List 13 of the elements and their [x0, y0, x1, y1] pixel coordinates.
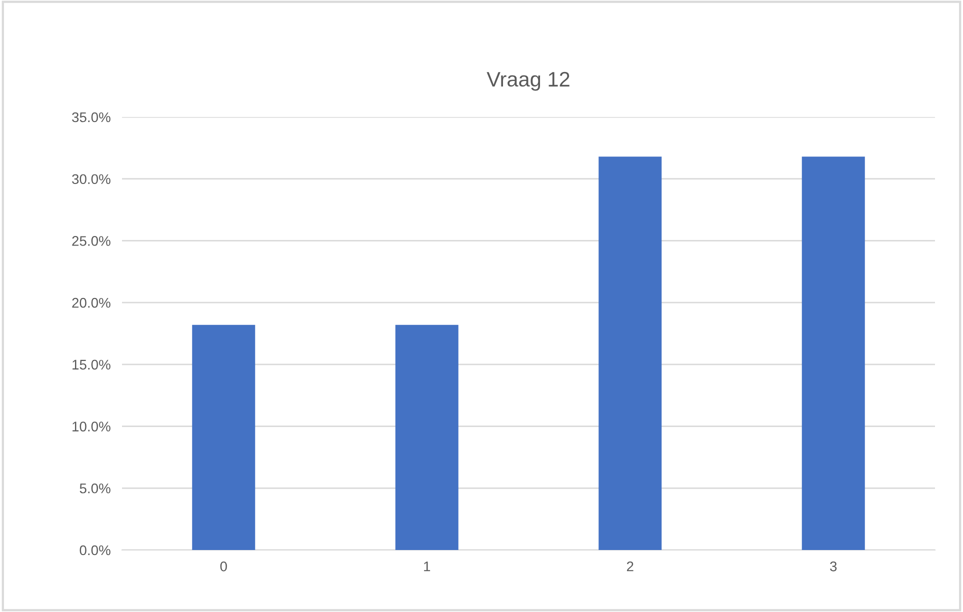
y-tick-label: 30.0%	[72, 174, 110, 184]
x-tick-label: 0	[220, 561, 227, 572]
y-tick-label: 5.0%	[80, 483, 110, 494]
y-tick-label: 25.0%	[72, 236, 110, 246]
chart-title: Vraag 12	[486, 72, 570, 91]
x-tick-label: 2	[626, 561, 634, 572]
y-tick-label: 20.0%	[72, 298, 110, 308]
x-tick-label: 3	[830, 561, 837, 572]
y-tick-label: 0.0%	[80, 545, 110, 556]
y-tick-label: 15.0%	[72, 360, 110, 370]
x-tick-label: 1	[424, 562, 430, 572]
y-tick-label: 10.0%	[72, 422, 110, 432]
y-tick-label: 35.0%	[72, 112, 110, 122]
